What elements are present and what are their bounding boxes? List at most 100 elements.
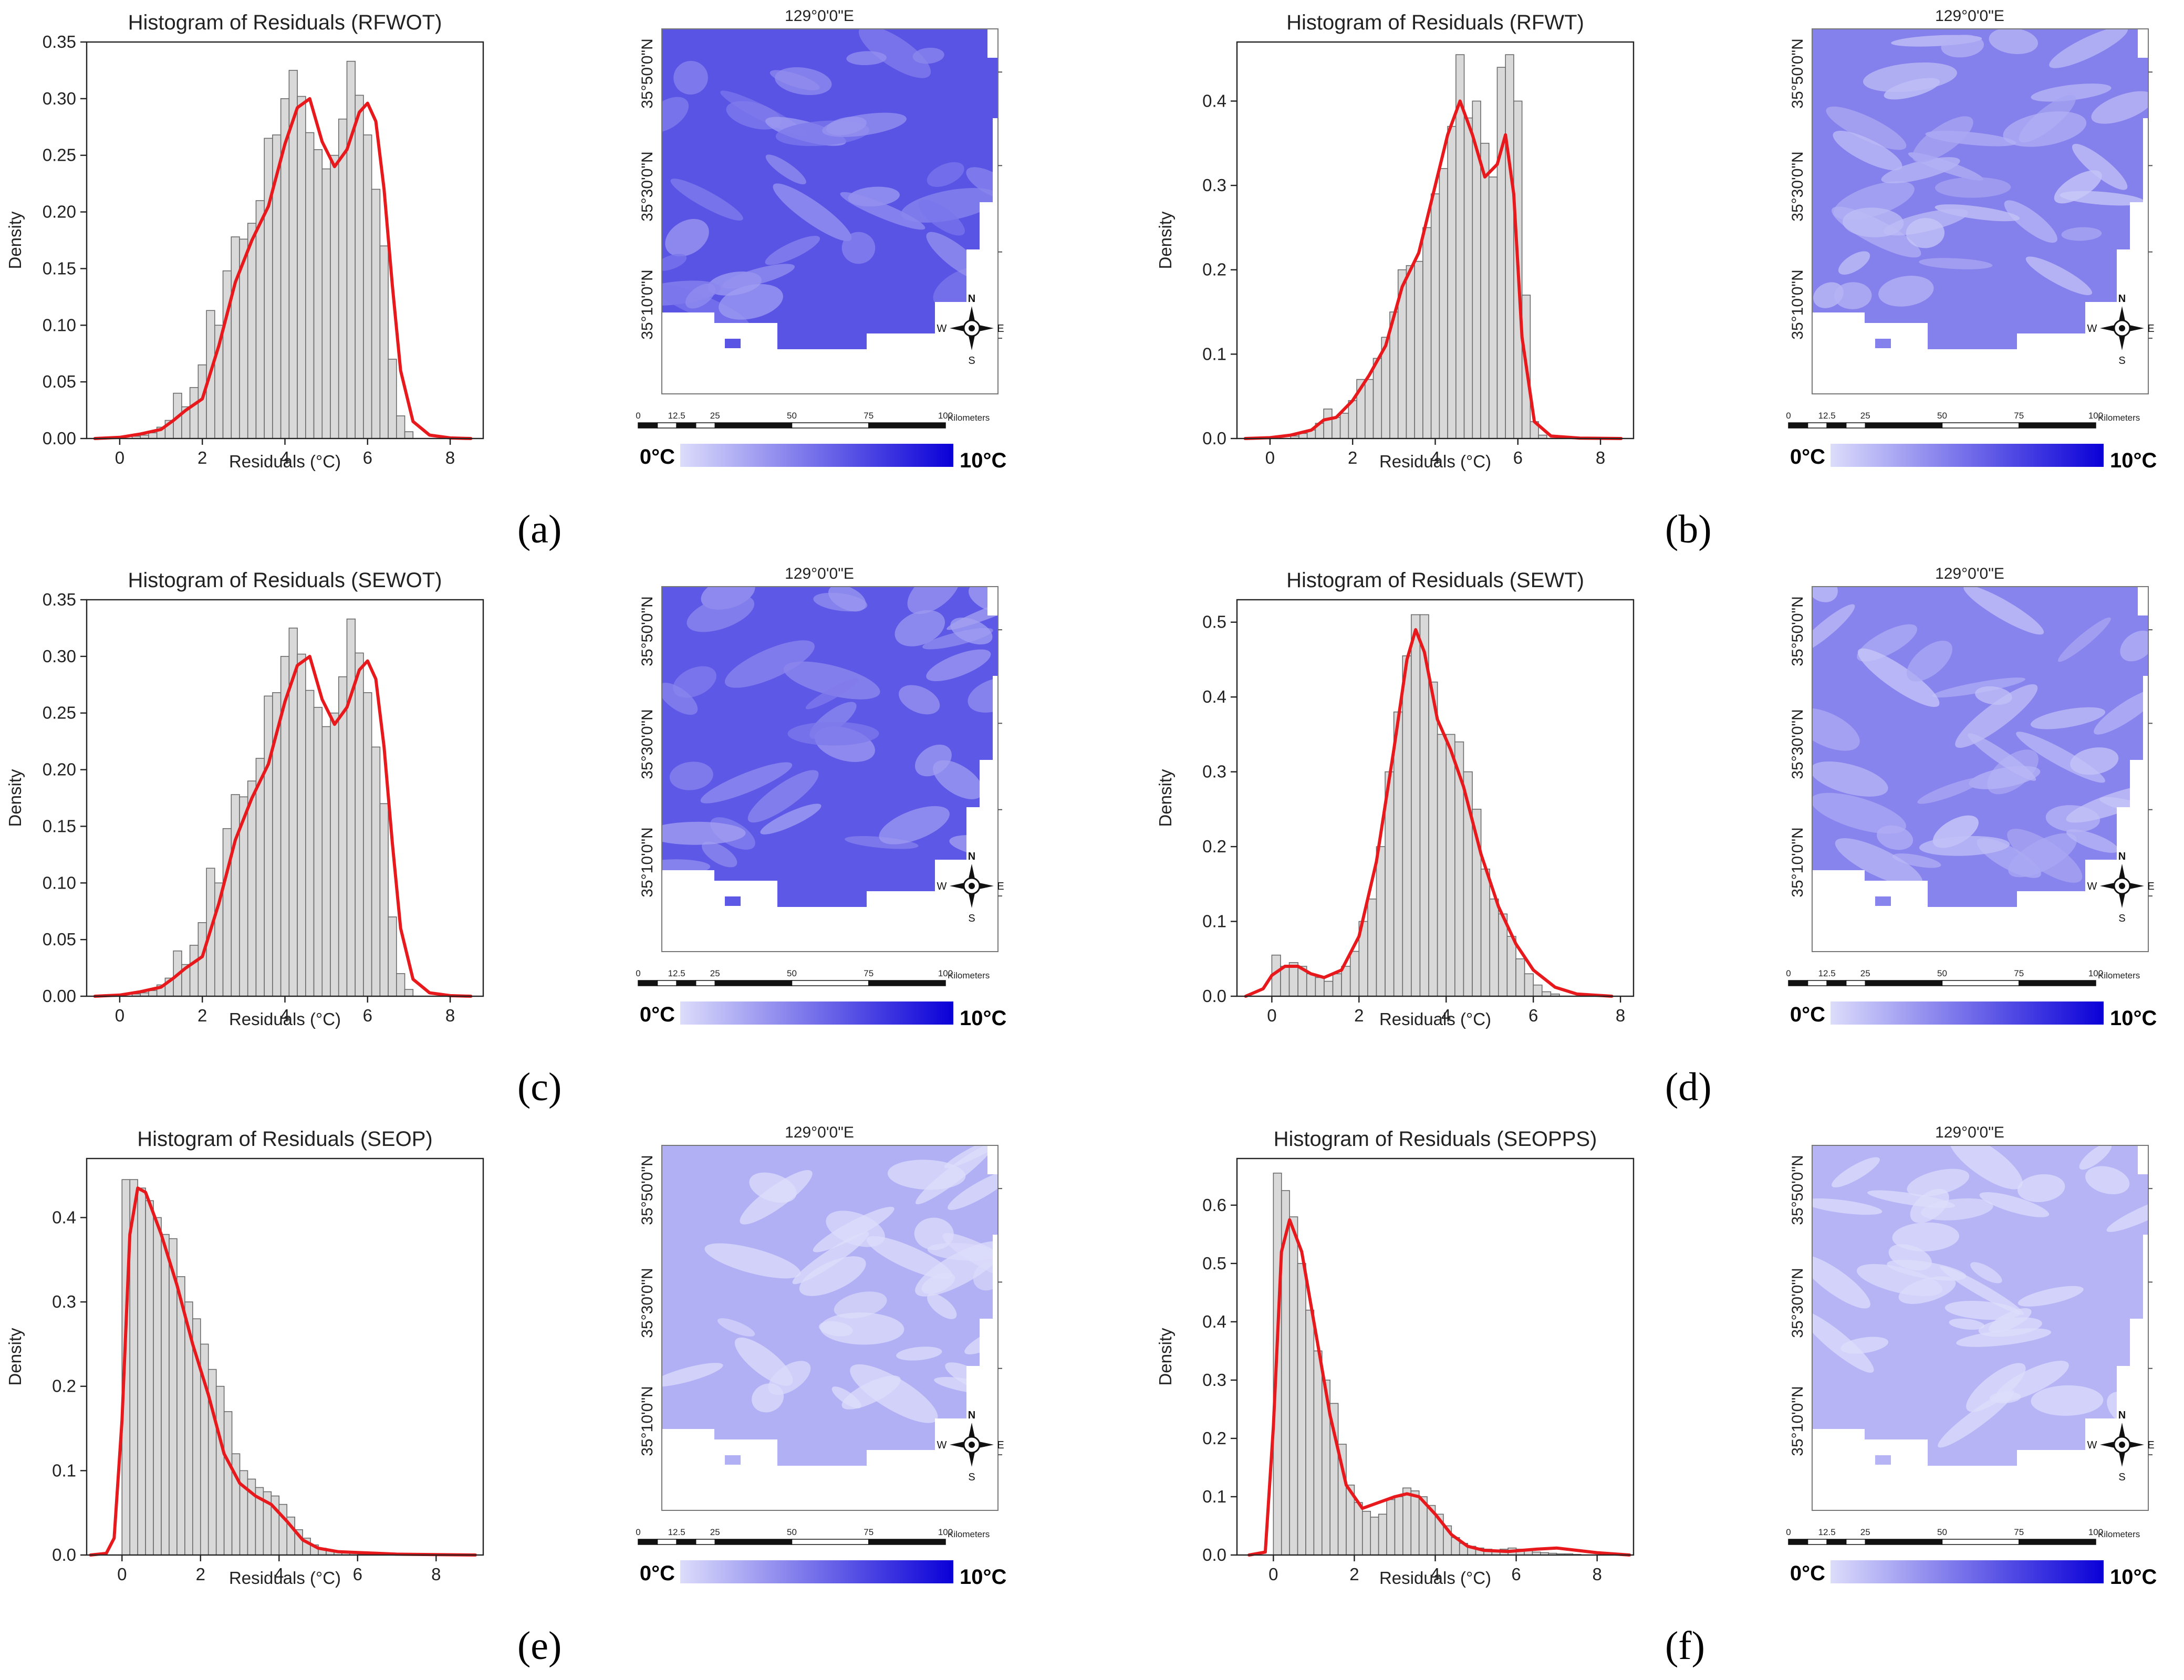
y-tick-label: 0.10 xyxy=(43,873,76,892)
y-tick-label: 0.0 xyxy=(1202,986,1226,1006)
histogram-bar xyxy=(363,692,372,997)
histogram-bar xyxy=(1402,1487,1412,1556)
scale-tick-label: 25 xyxy=(1860,411,1870,421)
scale-tick-label: 75 xyxy=(2014,968,2024,978)
legend-max-label: 10°C xyxy=(2110,1007,2157,1030)
map-patch xyxy=(670,179,743,221)
map-patch xyxy=(944,1145,998,1168)
y-tick-label: 0.0 xyxy=(1202,429,1226,448)
map-patch xyxy=(687,594,755,632)
histogram-bar xyxy=(1480,142,1490,439)
x-tick-label: 4 xyxy=(280,1006,289,1025)
compass-s: S xyxy=(2118,913,2125,924)
histogram-bar xyxy=(189,945,199,997)
legend-min-label: 0°C xyxy=(640,1562,675,1585)
y-axis-label: Density xyxy=(1156,211,1175,269)
kde-curve xyxy=(93,654,473,998)
y-tick-label: 0.2 xyxy=(52,1376,76,1396)
island xyxy=(1875,339,1891,348)
legend-min-label: 0°C xyxy=(1790,1003,1825,1026)
compass-n: N xyxy=(968,851,975,862)
island xyxy=(1875,1455,1891,1465)
histogram-bar xyxy=(338,676,348,997)
histogram-bar xyxy=(222,828,232,997)
compass-s: S xyxy=(968,1472,975,1483)
y-tick-label: 0.15 xyxy=(43,258,76,278)
map-patch xyxy=(1867,1190,1956,1208)
color-legend xyxy=(680,1001,953,1025)
x-tick-label: 4 xyxy=(1430,448,1440,467)
panel-letter: (f) xyxy=(1665,1624,1705,1668)
compass-icon: N S E W xyxy=(2087,293,2155,367)
scale-unit: Kilometers xyxy=(2098,1529,2140,1539)
map-patch xyxy=(1956,1328,2052,1347)
compass-e: E xyxy=(2147,323,2154,335)
histogram-bar xyxy=(379,245,389,439)
map-patch xyxy=(719,284,783,320)
x-tick-label: 8 xyxy=(445,1006,455,1025)
map-patch xyxy=(1863,62,1957,92)
y-axis-label: Density xyxy=(5,211,25,269)
map-patch xyxy=(1878,276,1934,307)
map-patch xyxy=(673,61,708,95)
scale-tick-label: 50 xyxy=(1937,411,1947,421)
map-patch xyxy=(1892,1222,1960,1251)
x-tick-label: 0 xyxy=(1268,1564,1278,1584)
scale-tick-label: 0 xyxy=(636,1527,640,1537)
compass-s: S xyxy=(968,355,975,367)
scale-tick-label: 25 xyxy=(710,1527,720,1537)
map-patch xyxy=(2070,747,2119,775)
island xyxy=(725,339,741,348)
map-patch xyxy=(1826,106,1907,150)
y-tick-label: 0.05 xyxy=(43,372,76,391)
map-patch xyxy=(787,722,879,746)
histogram-bar xyxy=(1386,1499,1396,1556)
x-tick-label: 6 xyxy=(353,1564,362,1584)
map-patch xyxy=(725,640,815,688)
y-tick-label: 0.00 xyxy=(43,986,76,1006)
residual-map: 129°0'0"E 35°50'0"N 35°30'0"N 35°10'0"N N S E W… xyxy=(1786,565,2157,1030)
latitude-label: 35°10'0"N xyxy=(639,827,656,897)
histogram-bar xyxy=(297,653,306,997)
map-patch xyxy=(2049,29,2128,68)
x-tick-label: 8 xyxy=(445,448,455,467)
histogram-chart: Histogram of Residuals (RFWT) 0 2 4 6 8 0.0 0.1… xyxy=(1156,11,1635,471)
map-patch xyxy=(760,804,821,834)
scale-tick-label: 100 xyxy=(2088,411,2103,421)
map-patch xyxy=(879,806,950,844)
histogram-bar xyxy=(1515,958,1525,997)
scale-tick-label: 50 xyxy=(787,411,797,421)
kde-curve xyxy=(1247,1218,1631,1557)
latitude-label: 35°30'0"N xyxy=(639,1268,656,1338)
y-tick-label: 0.3 xyxy=(1202,762,1226,781)
latitude-label: 35°10'0"N xyxy=(1789,269,1806,339)
scale-unit: Kilometers xyxy=(2098,413,2140,423)
x-tick-label: 8 xyxy=(1596,448,1605,467)
y-tick-label: 0.4 xyxy=(1202,1312,1226,1331)
map-patch xyxy=(749,1172,797,1203)
scale-tick-label: 12.5 xyxy=(668,1527,685,1537)
legend-min-label: 0°C xyxy=(1790,1562,1825,1585)
histogram-bar xyxy=(148,990,158,997)
x-axis-label: Residuals (°C) xyxy=(1379,1568,1491,1588)
latitude-label: 35°50'0"N xyxy=(1789,1155,1806,1225)
y-axis-label: Density xyxy=(1156,769,1175,827)
map-patch xyxy=(662,1363,723,1387)
scale-unit: Kilometers xyxy=(2098,971,2140,980)
map-patch xyxy=(2091,91,2148,124)
x-tick-label: 0 xyxy=(1265,448,1275,467)
map-patch xyxy=(866,1236,953,1279)
compass-icon: N S E W xyxy=(2087,851,2155,924)
map-patch xyxy=(2106,1195,2148,1232)
y-tick-label: 0.25 xyxy=(43,145,76,165)
histogram-bar xyxy=(355,652,364,997)
histogram-bar xyxy=(1367,899,1377,997)
color-legend xyxy=(1831,444,2104,467)
scale-tick-label: 25 xyxy=(710,968,720,978)
histogram-bar xyxy=(223,1411,233,1556)
scale-tick-label: 50 xyxy=(1937,1527,1947,1537)
x-tick-label: 2 xyxy=(1354,1006,1364,1025)
chart-title: Histogram of Residuals (SEWOT) xyxy=(128,569,442,592)
color-legend xyxy=(1831,1001,2104,1025)
